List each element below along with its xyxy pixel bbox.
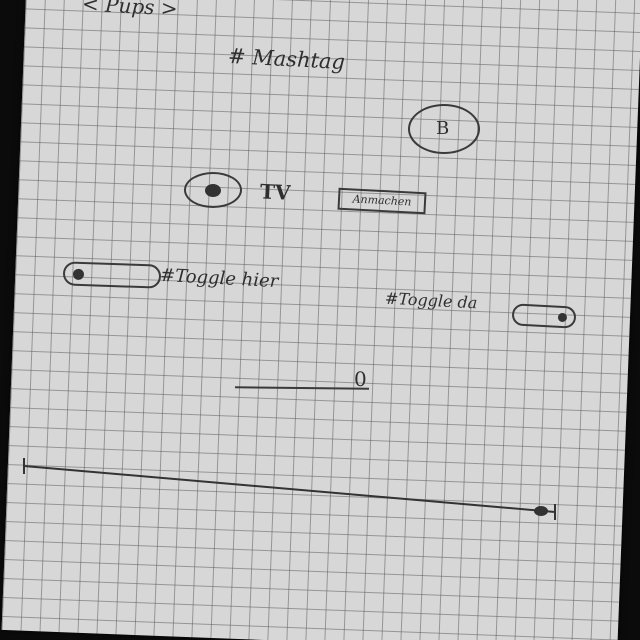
text-input[interactable]: 0 [234, 367, 370, 394]
slider-track [23, 465, 556, 513]
b-button-label: B [436, 118, 450, 139]
b-button[interactable]: B [408, 104, 480, 154]
text-input-end-marker: 0 [354, 367, 367, 391]
tv-radio-dot [205, 184, 221, 197]
slider-thumb[interactable] [534, 506, 548, 516]
tv-radio[interactable] [184, 172, 242, 208]
